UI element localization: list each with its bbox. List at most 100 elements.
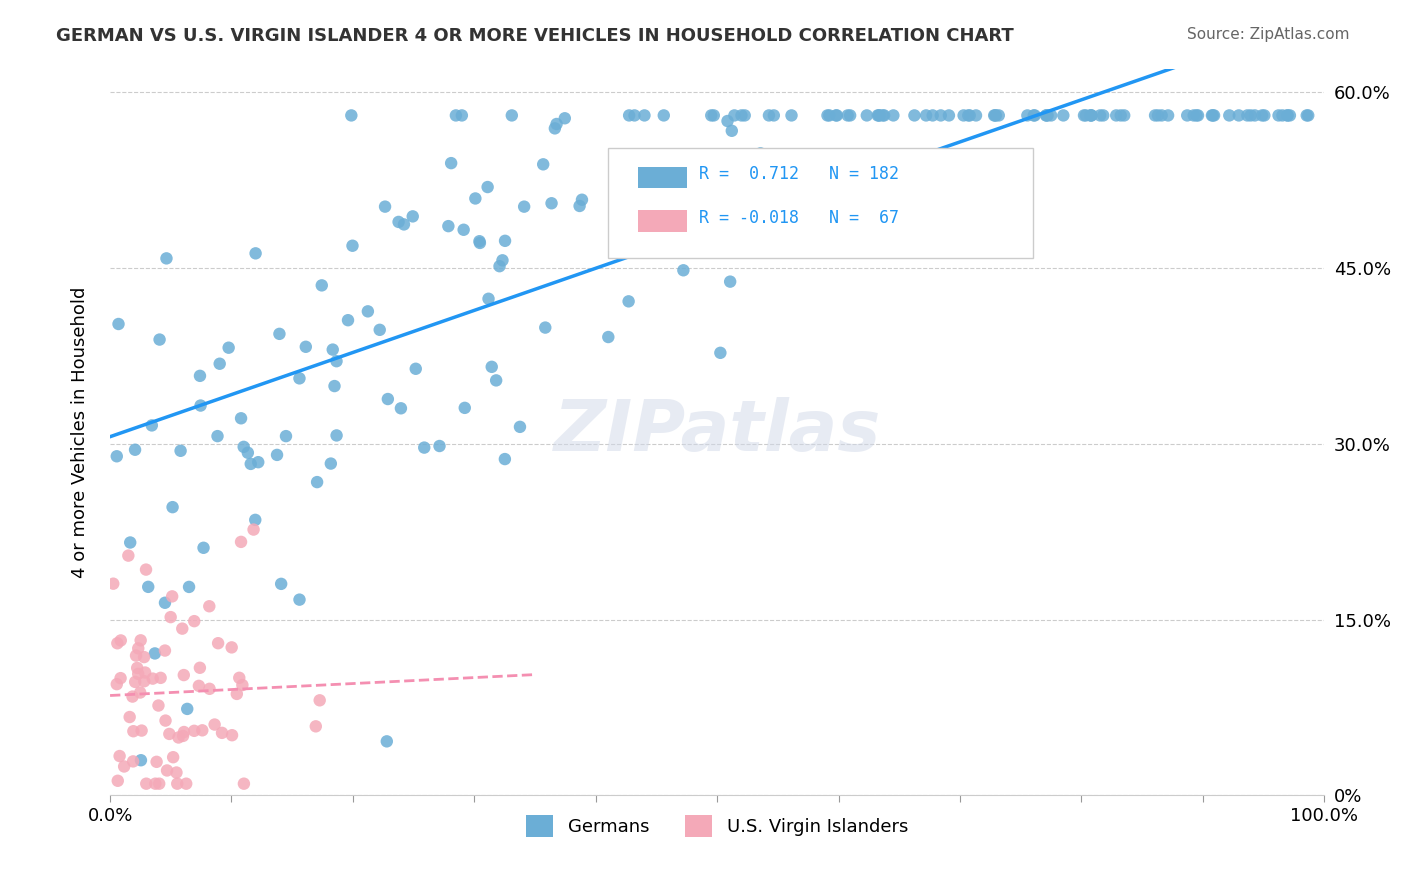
U.S. Virgin Islanders	[207, 636, 229, 650]
Germans	[377, 392, 399, 406]
Germans	[868, 108, 890, 122]
Germans	[266, 448, 288, 462]
Legend: Germans, U.S. Virgin Islanders: Germans, U.S. Virgin Islanders	[519, 808, 915, 845]
U.S. Virgin Islanders	[155, 714, 177, 728]
Germans	[107, 317, 129, 331]
Germans	[1080, 108, 1102, 122]
Germans	[477, 292, 499, 306]
Germans	[464, 191, 486, 205]
Germans	[866, 108, 889, 122]
Germans	[856, 108, 879, 122]
Germans	[780, 108, 803, 122]
U.S. Virgin Islanders	[134, 674, 156, 689]
Germans	[155, 252, 177, 266]
Germans	[325, 354, 347, 368]
U.S. Virgin Islanders	[173, 668, 195, 682]
U.S. Virgin Islanders	[156, 764, 179, 778]
U.S. Virgin Islanders	[305, 719, 328, 733]
Germans	[754, 161, 776, 176]
Germans	[1105, 108, 1128, 122]
Germans	[672, 263, 695, 277]
Germans	[1080, 108, 1102, 122]
Germans	[1074, 108, 1097, 122]
U.S. Virgin Islanders	[242, 523, 264, 537]
Germans	[325, 428, 347, 442]
Germans	[1109, 108, 1132, 122]
Germans	[723, 108, 745, 122]
Germans	[1073, 108, 1095, 122]
Germans	[307, 475, 329, 489]
Germans	[392, 218, 415, 232]
U.S. Virgin Islanders	[188, 661, 211, 675]
Germans	[837, 108, 859, 122]
Germans	[540, 196, 562, 211]
Germans	[450, 108, 472, 122]
Germans	[402, 210, 425, 224]
Germans	[405, 361, 427, 376]
Germans	[762, 108, 785, 122]
Text: R =  0.712   N = 182: R = 0.712 N = 182	[699, 165, 898, 183]
Germans	[141, 418, 163, 433]
Germans	[825, 108, 848, 122]
Germans	[193, 541, 215, 555]
U.S. Virgin Islanders	[110, 633, 132, 648]
Germans	[758, 108, 780, 122]
Germans	[288, 371, 311, 385]
Germans	[952, 108, 974, 122]
U.S. Virgin Islanders	[110, 671, 132, 685]
Germans	[454, 401, 477, 415]
U.S. Virgin Islanders	[162, 750, 184, 764]
Germans	[728, 212, 751, 227]
Germans	[1187, 108, 1209, 122]
U.S. Virgin Islanders	[107, 773, 129, 788]
U.S. Virgin Islanders	[166, 777, 188, 791]
Germans	[1017, 108, 1039, 122]
Germans	[828, 175, 851, 189]
Germans	[984, 108, 1007, 122]
FancyBboxPatch shape	[607, 148, 1033, 258]
Germans	[915, 108, 938, 122]
Germans	[481, 359, 503, 374]
Germans	[965, 108, 987, 122]
Germans	[176, 702, 198, 716]
U.S. Virgin Islanders	[221, 728, 243, 742]
Germans	[236, 446, 259, 460]
Germans	[1150, 108, 1173, 122]
Germans	[617, 108, 640, 122]
Germans	[453, 223, 475, 237]
Germans	[1296, 108, 1319, 122]
Germans	[389, 401, 412, 416]
Germans	[818, 108, 841, 122]
Germans	[295, 340, 318, 354]
U.S. Virgin Islanders	[143, 777, 166, 791]
U.S. Virgin Islanders	[145, 755, 167, 769]
U.S. Virgin Islanders	[127, 666, 149, 681]
U.S. Virgin Islanders	[174, 777, 197, 791]
Germans	[357, 304, 380, 318]
Germans	[269, 326, 291, 341]
Germans	[437, 219, 460, 234]
U.S. Virgin Islanders	[167, 731, 190, 745]
U.S. Virgin Islanders	[153, 643, 176, 657]
Germans	[1035, 108, 1057, 122]
Germans	[177, 580, 200, 594]
U.S. Virgin Islanders	[149, 671, 172, 685]
Germans	[429, 439, 451, 453]
Germans	[882, 108, 904, 122]
Germans	[1240, 108, 1263, 122]
Germans	[571, 193, 593, 207]
Germans	[568, 199, 591, 213]
Germans	[270, 577, 292, 591]
Germans	[477, 180, 499, 194]
Germans	[501, 108, 523, 122]
Germans	[868, 108, 890, 122]
U.S. Virgin Islanders	[160, 590, 183, 604]
Germans	[494, 452, 516, 467]
Germans	[873, 108, 896, 122]
Germans	[239, 457, 262, 471]
Germans	[319, 457, 342, 471]
Germans	[1202, 108, 1225, 122]
U.S. Virgin Islanders	[121, 690, 143, 704]
Germans	[842, 161, 865, 175]
Germans	[153, 596, 176, 610]
